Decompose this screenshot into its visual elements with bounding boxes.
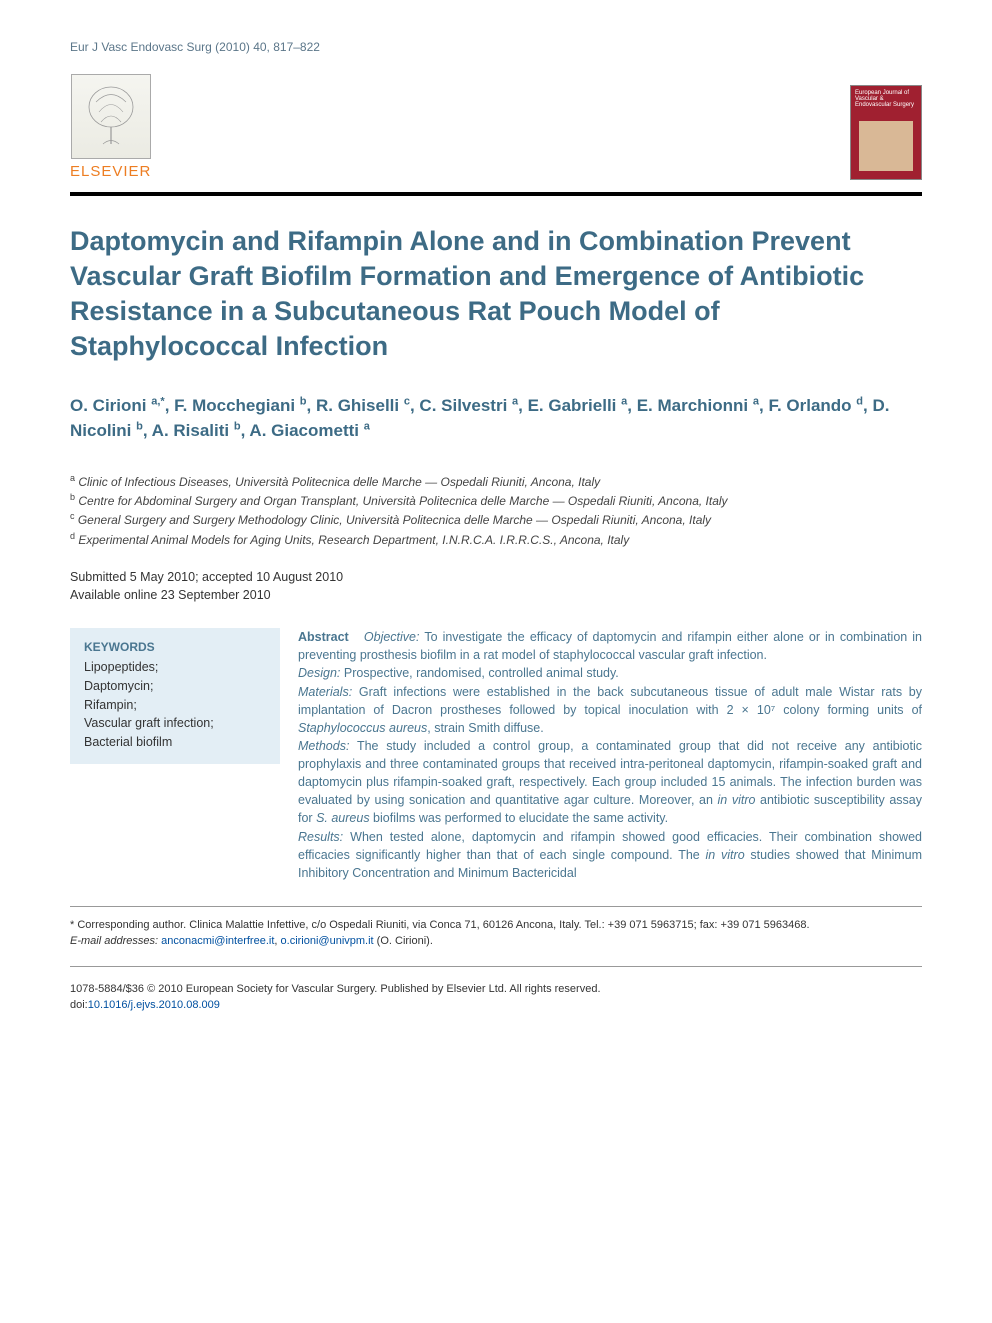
doi-link[interactable]: 10.1016/j.ejvs.2010.08.009	[88, 999, 220, 1011]
journal-cover-thumbnail: European Journal of Vascular & Endovascu…	[850, 85, 922, 180]
abstract-block: KEYWORDS Lipopeptides;Daptomycin;Rifampi…	[70, 628, 922, 882]
publisher-logo-block: ELSEVIER	[70, 74, 151, 180]
email-link-1[interactable]: anconacmi@interfree.it	[161, 935, 274, 947]
copyright-rule	[70, 966, 922, 967]
elsevier-tree-icon	[71, 74, 151, 159]
journal-cover-art	[859, 121, 913, 171]
email-label: E-mail addresses:	[70, 935, 158, 947]
header-row: ELSEVIER European Journal of Vascular & …	[70, 74, 922, 180]
doi-line: doi:10.1016/j.ejvs.2010.08.009	[70, 997, 922, 1014]
keywords-box: KEYWORDS Lipopeptides;Daptomycin;Rifampi…	[70, 628, 280, 764]
corresponding-marker: *	[70, 919, 74, 931]
article-title: Daptomycin and Rifampin Alone and in Com…	[70, 224, 922, 364]
copyright-block: 1078-5884/$36 © 2010 European Society fo…	[70, 981, 922, 1014]
email-attribution: (O. Cirioni).	[377, 935, 433, 947]
journal-reference: Eur J Vasc Endovasc Surg (2010) 40, 817–…	[70, 40, 922, 54]
dates-line-1: Submitted 5 May 2010; accepted 10 August…	[70, 569, 922, 587]
email-line: E-mail addresses: anconacmi@interfree.it…	[70, 933, 922, 950]
dates-line-2: Available online 23 September 2010	[70, 587, 922, 605]
publisher-name: ELSEVIER	[70, 163, 151, 180]
header-rule	[70, 192, 922, 196]
corresponding-text: Corresponding author. Clinica Malattie I…	[77, 919, 809, 931]
footnotes-block: * Corresponding author. Clinica Malattie…	[70, 917, 922, 950]
email-link-2[interactable]: o.cirioni@univpm.it	[281, 935, 374, 947]
doi-prefix: doi:	[70, 999, 88, 1011]
keywords-heading: KEYWORDS	[84, 640, 266, 654]
abstract-text: Abstract Objective: To investigate the e…	[298, 628, 922, 882]
affiliations-block: a Clinic of Infectious Diseases, Univers…	[70, 472, 922, 550]
author-list: O. Cirioni a,*, F. Mocchegiani b, R. Ghi…	[70, 394, 922, 443]
copyright-line: 1078-5884/$36 © 2010 European Society fo…	[70, 981, 922, 998]
submission-dates: Submitted 5 May 2010; accepted 10 August…	[70, 569, 922, 604]
keywords-list: Lipopeptides;Daptomycin;Rifampin;Vascula…	[84, 658, 266, 752]
corresponding-author-note: * Corresponding author. Clinica Malattie…	[70, 917, 922, 934]
journal-cover-title: European Journal of Vascular & Endovascu…	[855, 90, 914, 108]
footnote-rule	[70, 906, 922, 907]
